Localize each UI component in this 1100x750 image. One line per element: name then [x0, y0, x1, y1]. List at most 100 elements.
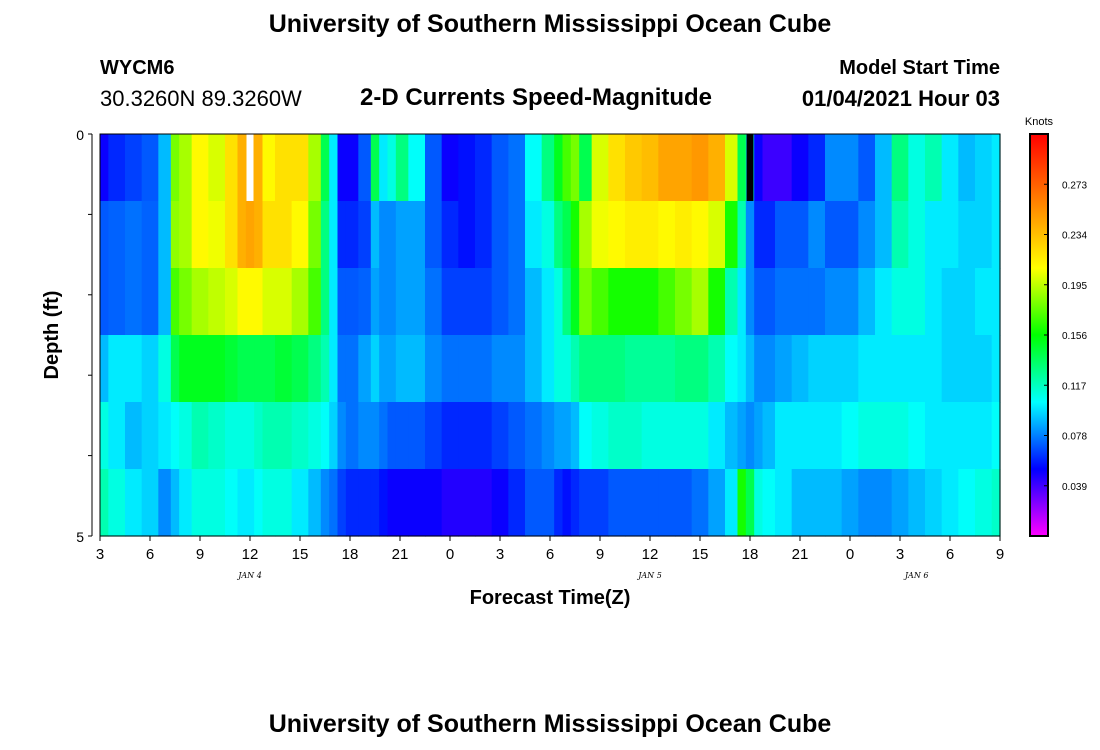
heatmap-cell — [975, 335, 993, 403]
heatmap-cell — [641, 469, 659, 537]
heatmap-cell — [370, 335, 380, 403]
heatmap-cell — [408, 402, 426, 470]
heatmap-cell — [245, 201, 255, 269]
heatmap-cell — [125, 134, 143, 202]
heatmap-cell — [775, 268, 793, 336]
heatmap-cell — [379, 402, 389, 470]
heatmap-cell — [100, 134, 109, 202]
heatmap-cell — [858, 201, 876, 269]
heatmap-cell — [291, 335, 309, 403]
heatmap-cell — [858, 469, 876, 537]
x-tick-label: 9 — [196, 546, 204, 563]
heatmap-cell — [441, 201, 459, 269]
heatmap-cell — [908, 134, 926, 202]
heatmap-cell — [591, 469, 609, 537]
heatmap-cell — [725, 335, 739, 403]
heatmap-cell — [179, 402, 193, 470]
heatmap-cell — [245, 268, 255, 336]
heatmap-cell — [975, 134, 993, 202]
heatmap-cell — [358, 469, 372, 537]
heatmap-cell — [775, 469, 793, 537]
heatmap-cell — [675, 335, 693, 403]
heatmap-cell — [608, 134, 626, 202]
heatmap-cell — [875, 134, 893, 202]
heatmap-cell — [254, 268, 264, 336]
heatmap-cell — [337, 268, 347, 336]
colorbar-tick-label: 0.156 — [1062, 331, 1087, 342]
heatmap-cell — [125, 469, 143, 537]
heatmap-cell — [475, 268, 493, 336]
heatmap-cell — [425, 268, 443, 336]
heatmap-cell — [225, 268, 239, 336]
heatmap-cell — [525, 268, 543, 336]
heatmap-cell — [745, 335, 755, 403]
heatmap-cell — [825, 402, 843, 470]
heatmap-cell — [345, 402, 359, 470]
heatmap-cell — [754, 402, 764, 470]
heatmap-cell — [975, 268, 993, 336]
model-start-label: Model Start Time — [839, 57, 1000, 79]
heatmap-cell — [125, 268, 143, 336]
heatmap-cell — [908, 335, 926, 403]
heatmap-cell — [100, 402, 109, 470]
heatmap-cell — [625, 402, 643, 470]
x-tick-label: 0 — [846, 546, 854, 563]
heatmap-cell — [170, 134, 180, 202]
colorbar-unit-label: Knots — [1025, 116, 1054, 128]
heatmap-cell — [191, 134, 209, 202]
heatmap-cell — [141, 268, 159, 336]
heatmap-cell — [641, 402, 659, 470]
heatmap-cell — [225, 134, 239, 202]
heatmap-cell — [625, 268, 643, 336]
colorbar-tick-label: 0.117 — [1062, 381, 1087, 392]
heatmap-cell — [708, 335, 726, 403]
heatmap-cell — [370, 268, 380, 336]
heatmap-cell — [345, 134, 359, 202]
heatmap-cell — [841, 134, 859, 202]
heatmap-cell — [541, 402, 555, 470]
heatmap-cell — [337, 201, 347, 269]
heatmap-cell — [958, 402, 976, 470]
heatmap-cell — [329, 201, 339, 269]
colorbar: Knots 0.039 0.078 0.117 0.156 0.195 0.234 0.273 — [1025, 116, 1087, 537]
heatmap-cell — [262, 134, 276, 202]
heatmap-cell — [991, 335, 1001, 403]
heatmap-cell — [475, 134, 493, 202]
heatmap-cell — [762, 134, 776, 202]
heatmap-cell — [425, 134, 443, 202]
heatmap-cell — [579, 134, 593, 202]
heatmap-cell — [525, 335, 543, 403]
heatmap-cell — [158, 335, 172, 403]
heatmap-cell — [262, 335, 276, 403]
heatmap-cell — [691, 134, 709, 202]
heatmap-cell — [562, 402, 572, 470]
y-tick-label: 5 — [76, 529, 84, 545]
heatmap-cell — [458, 335, 476, 403]
heatmap-cell — [691, 268, 709, 336]
heatmap-cell — [958, 469, 976, 537]
heatmap-cell — [508, 134, 526, 202]
heatmap-cell — [754, 335, 764, 403]
heatmap-cell — [441, 268, 459, 336]
x-tick-label: 6 — [546, 546, 554, 563]
heatmap-cell — [320, 402, 330, 470]
heatmap-cell — [875, 469, 893, 537]
heatmap-cell — [858, 268, 876, 336]
heatmap-cell — [775, 402, 793, 470]
heatmap-cell — [395, 469, 409, 537]
heatmap-cell — [737, 402, 747, 470]
heatmap-cell — [262, 469, 276, 537]
heatmap-cell — [275, 335, 293, 403]
heatmap-cell — [458, 134, 476, 202]
heatmap-cell — [641, 201, 659, 269]
heatmap-cell — [179, 335, 193, 403]
heatmap-cell — [608, 402, 626, 470]
heatmap-cell — [554, 469, 564, 537]
heatmap-cell — [358, 201, 372, 269]
heatmap-cell — [425, 402, 443, 470]
heatmap-cell — [775, 201, 793, 269]
heatmap-cell — [370, 469, 380, 537]
heatmap-cell — [408, 134, 426, 202]
colorbar-tick-label: 0.234 — [1062, 231, 1087, 242]
heatmap-cell — [791, 201, 809, 269]
